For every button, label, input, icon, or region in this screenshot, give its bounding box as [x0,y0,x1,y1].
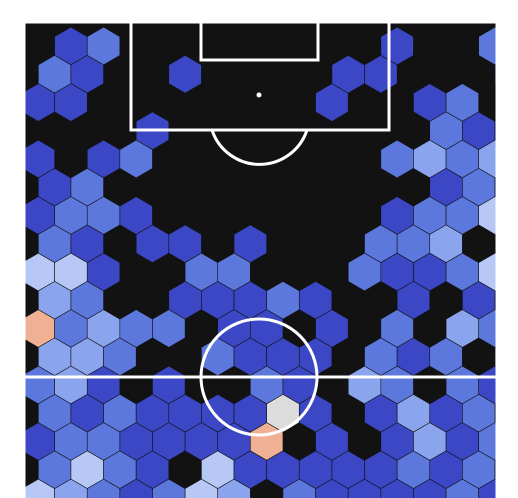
hex-bin [152,309,186,348]
hex-bin [478,196,497,235]
hex-bin [315,83,349,122]
hex-bin [168,55,202,94]
pitch-markings [22,17,499,498]
penalty-arc [210,129,309,166]
hex-bin [478,478,497,498]
penalty-spot [256,92,262,98]
six-yard-box [199,20,320,62]
hex-bin [119,139,153,179]
hex-bin [217,478,251,498]
hex-bin [54,83,88,122]
centre-circle [199,317,319,437]
